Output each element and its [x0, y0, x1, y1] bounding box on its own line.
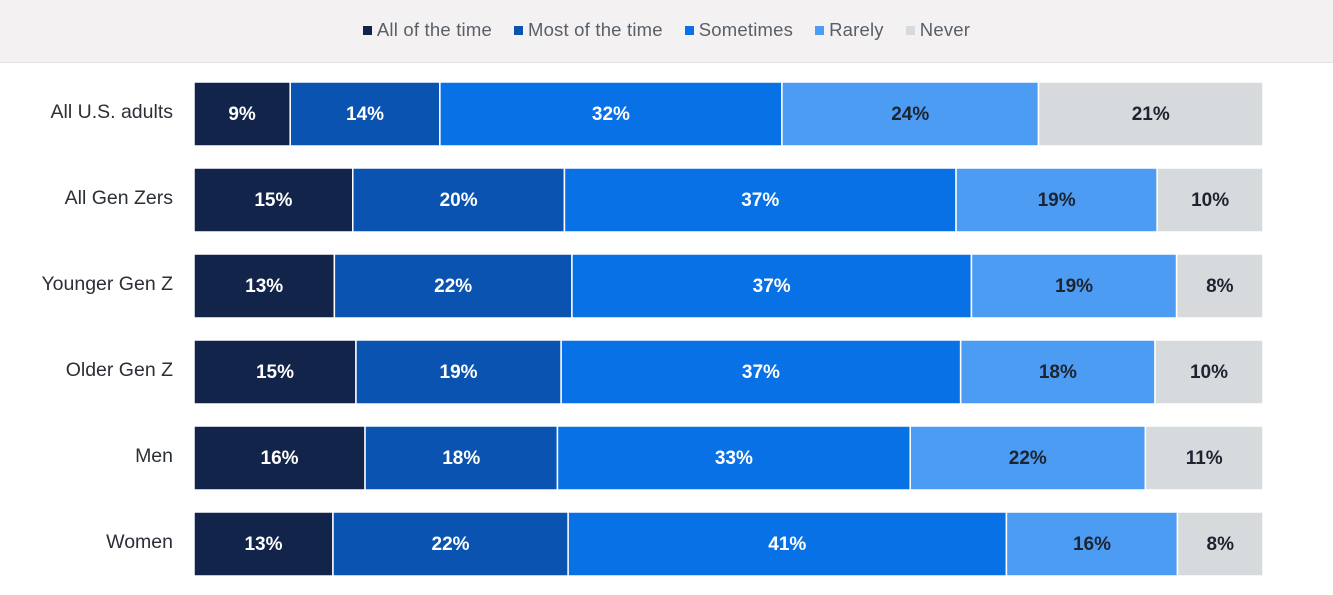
bar-segment	[1156, 167, 1264, 233]
bar-segment	[289, 81, 441, 147]
data-label: 15%	[254, 190, 292, 211]
category-label: All U.S. adults	[51, 101, 174, 123]
data-label: 16%	[261, 448, 299, 469]
data-label: 37%	[742, 362, 780, 383]
data-label: 16%	[1073, 534, 1111, 555]
data-label: 19%	[1055, 276, 1093, 297]
legend-item-rarely: Rarely	[815, 19, 884, 41]
data-label: 18%	[1039, 362, 1077, 383]
data-label: 10%	[1191, 190, 1229, 211]
legend-band: All of the time Most of the time Sometim…	[0, 0, 1333, 63]
legend-item-never: Never	[905, 19, 971, 41]
category-label: Younger Gen Z	[41, 273, 173, 295]
bar-segment	[970, 253, 1178, 319]
bar-row: Older Gen Z 15% 19% 37% 18% 10%	[66, 339, 1264, 405]
category-label: Women	[106, 531, 173, 553]
bar-segment	[193, 167, 354, 233]
bar-segment	[1175, 253, 1264, 319]
data-label: 14%	[346, 104, 384, 125]
bar-segment	[571, 253, 973, 319]
legend-label: Never	[919, 19, 971, 40]
data-label: 13%	[245, 276, 283, 297]
data-label: 24%	[891, 104, 929, 125]
data-label: 11%	[1186, 448, 1223, 469]
legend-swatch	[815, 25, 825, 35]
bar-row: Women 13% 22% 41% 16% 8%	[106, 511, 1264, 577]
legend-item-all-of-the-time: All of the time	[362, 19, 492, 41]
legend-swatch	[513, 25, 523, 35]
category-label: Men	[135, 445, 173, 467]
bar-segment	[563, 167, 957, 233]
data-label: 15%	[256, 362, 294, 383]
data-label: 21%	[1132, 104, 1170, 125]
legend-item-sometimes: Sometimes	[684, 19, 794, 41]
bar-segment	[1154, 339, 1264, 405]
bar-row: All Gen Zers 15% 20% 37% 19% 10%	[65, 167, 1264, 233]
data-label: 8%	[1207, 534, 1235, 555]
legend-swatch	[362, 25, 372, 35]
data-label: 9%	[228, 104, 256, 125]
legend-swatch	[905, 25, 915, 35]
data-label: 22%	[434, 276, 472, 297]
bar-row: All U.S. adults 9% 14% 32% 24% 21%	[51, 81, 1264, 147]
bar-row: Men 16% 18% 33% 22% 11%	[135, 425, 1264, 491]
bar-segment	[560, 339, 962, 405]
bar-segment	[333, 253, 573, 319]
data-label: 18%	[442, 448, 480, 469]
data-label: 37%	[741, 190, 779, 211]
data-label: 19%	[1038, 190, 1076, 211]
data-label: 19%	[440, 362, 478, 383]
data-label: 8%	[1206, 276, 1234, 297]
data-label: 22%	[432, 534, 470, 555]
bar-segment	[364, 425, 559, 491]
data-label: 22%	[1009, 448, 1047, 469]
legend: All of the time Most of the time Sometim…	[0, 19, 1333, 41]
bar-segment	[193, 339, 357, 405]
bar-segment	[352, 167, 566, 233]
legend-label: Rarely	[829, 19, 884, 40]
legend-label: Most of the time	[527, 19, 663, 40]
legend-label: Sometimes	[698, 19, 794, 40]
bar-segment	[1144, 425, 1264, 491]
data-label: 32%	[592, 104, 630, 125]
bar-segment	[1037, 81, 1264, 147]
bar-segment	[781, 81, 1040, 147]
data-label: 33%	[715, 448, 753, 469]
data-label: 10%	[1190, 362, 1228, 383]
bar-segment	[355, 339, 562, 405]
bar-segment	[1005, 511, 1179, 577]
bar-row: Younger Gen Z 13% 22% 37% 19% 8%	[41, 253, 1264, 319]
bar-segment	[193, 81, 291, 147]
legend-swatch	[684, 25, 694, 35]
legend-label: All of the time	[376, 19, 492, 40]
data-label: 37%	[753, 276, 791, 297]
data-label: 41%	[768, 534, 806, 555]
bar-segment	[193, 511, 334, 577]
bar-segment	[439, 81, 783, 147]
category-label: Older Gen Z	[66, 359, 173, 381]
bar-segment	[1176, 511, 1264, 577]
bar-segment	[909, 425, 1147, 491]
data-label: 20%	[440, 190, 478, 211]
bar-segment	[332, 511, 569, 577]
bar-segment	[556, 425, 911, 491]
legend-item-most-of-the-time: Most of the time	[513, 19, 663, 41]
bar-segment	[193, 425, 366, 491]
bar-segment	[955, 167, 1158, 233]
data-label: 13%	[244, 534, 282, 555]
category-label: All Gen Zers	[65, 187, 174, 209]
